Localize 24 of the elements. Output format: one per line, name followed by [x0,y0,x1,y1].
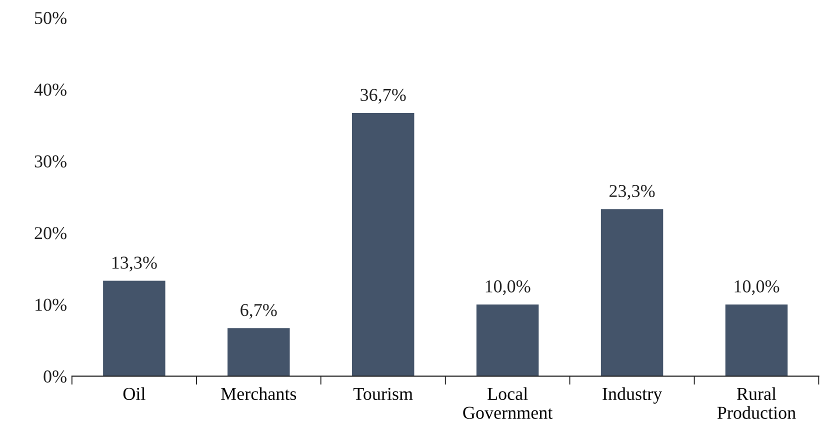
bar [352,113,414,376]
y-tick-label: 10% [36,298,66,311]
y-tick-label: 50% [35,12,66,24]
bar [476,304,539,376]
data-label: 10,0% [734,280,780,296]
y-tick-label: 20% [34,227,66,240]
bar [600,209,664,376]
y-tick-label: 40% [34,84,66,96]
x-tick-label: Rural Production [717,387,796,419]
x-tick-label: Tourism [353,388,413,400]
x-tick-label: Local Government [463,387,553,419]
y-tick-label: 0% [44,370,66,383]
x-tick-label: Industry [602,387,662,404]
data-label: 23,3% [610,184,655,200]
data-label: 10,0% [486,280,530,296]
x-tick-label: Merchants [221,387,296,400]
bar [725,304,788,376]
data-label: 13,3% [112,256,157,272]
data-label: 36,7% [360,88,406,104]
data-label: 6,7% [240,304,277,319]
y-tick-label: 30% [34,155,66,168]
bar [228,328,290,376]
bar [103,280,166,376]
x-tick-label: Oil [123,387,146,400]
